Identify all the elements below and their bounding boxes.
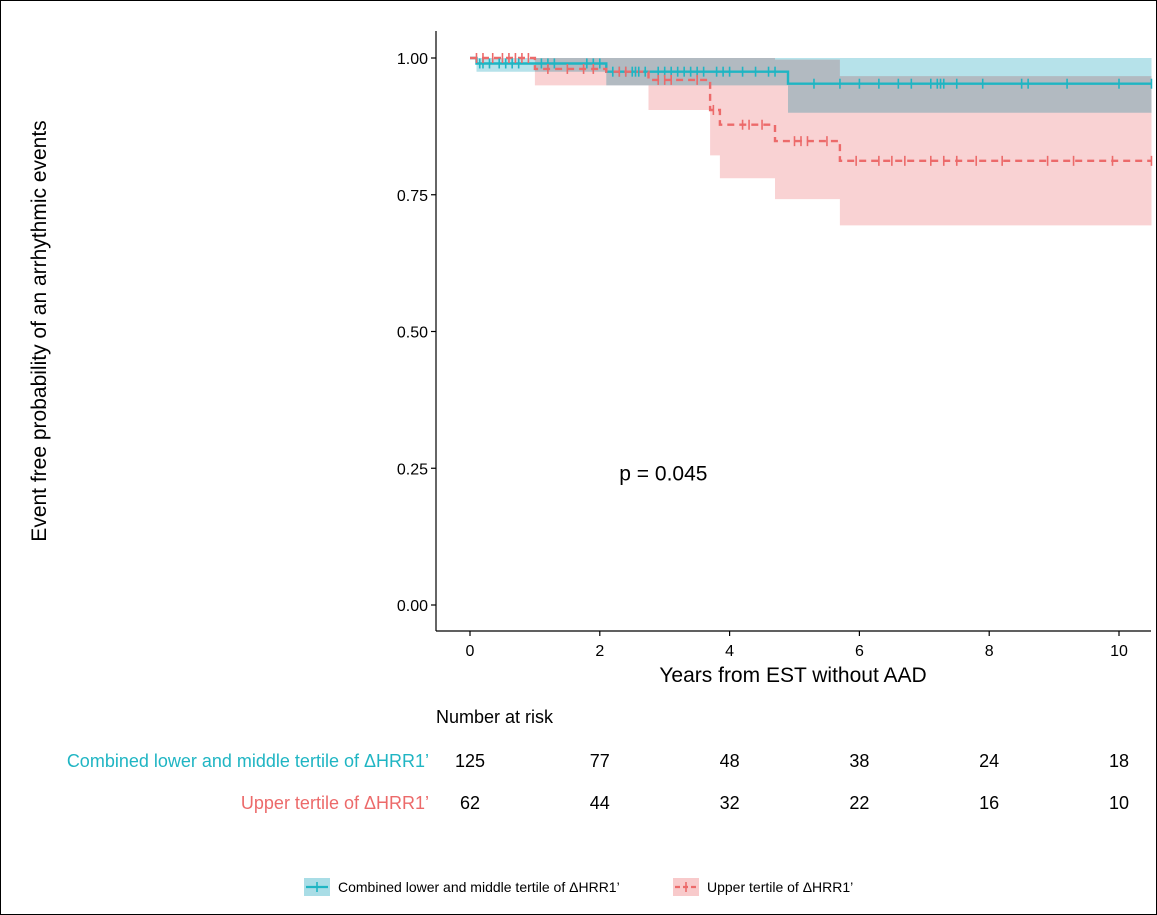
- risk-table-title: Number at risk: [436, 707, 554, 727]
- y-tick-label: 0.00: [397, 598, 428, 615]
- x-tick-label: 4: [725, 643, 734, 660]
- x-tick-label: 0: [466, 643, 475, 660]
- risk-table: Combined lower and middle tertile of ΔHR…: [67, 751, 1129, 813]
- x-tick-label: 10: [1110, 643, 1128, 660]
- risk-value: 38: [849, 751, 869, 771]
- risk-row-label: Combined lower and middle tertile of ΔHR…: [67, 751, 429, 771]
- p-value-annotation: p = 0.045: [619, 463, 707, 486]
- y-tick-label: 0.25: [397, 461, 428, 478]
- legend-label: Upper tertile of ΔHRR1’: [707, 879, 853, 895]
- risk-value: 24: [979, 751, 999, 771]
- risk-value: 77: [590, 751, 610, 771]
- x-tick-label: 6: [855, 643, 864, 660]
- risk-value: 44: [590, 793, 610, 813]
- risk-value: 125: [455, 751, 485, 771]
- y-axis-label: Event free probability of an arrhythmic …: [28, 120, 51, 541]
- y-tick-label: 0.50: [397, 325, 428, 342]
- risk-value: 10: [1109, 793, 1129, 813]
- x-axis-label: Years from EST without AAD: [659, 664, 926, 687]
- x-tick-label: 8: [985, 643, 994, 660]
- risk-value: 22: [849, 793, 869, 813]
- y-tick-label: 1.00: [397, 51, 428, 68]
- censor-marks: [475, 53, 1153, 166]
- axes: 0.00 0.25 0.50 0.75 1.00 0 2 4 6 8 10: [397, 31, 1151, 660]
- legend: Combined lower and middle tertile of ΔHR…: [304, 878, 853, 896]
- risk-value: 16: [979, 793, 999, 813]
- risk-row-label: Upper tertile of ΔHRR1’: [241, 793, 429, 813]
- risk-value: 62: [460, 793, 480, 813]
- risk-value: 48: [720, 751, 740, 771]
- x-tick-label: 2: [595, 643, 604, 660]
- risk-value: 18: [1109, 751, 1129, 771]
- y-tick-label: 0.75: [397, 188, 428, 205]
- risk-value: 32: [720, 793, 740, 813]
- legend-label: Combined lower and middle tertile of ΔHR…: [338, 879, 620, 895]
